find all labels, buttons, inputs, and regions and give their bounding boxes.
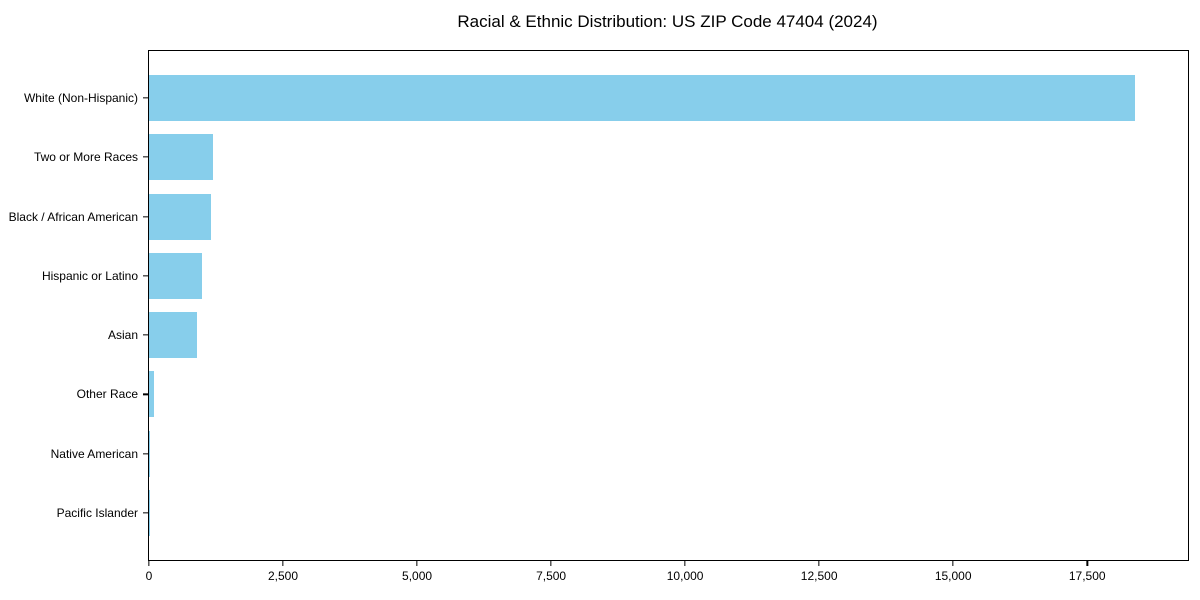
- x-axis-tick: [684, 561, 686, 566]
- bar: [149, 430, 151, 477]
- y-axis-tick: [143, 453, 148, 455]
- bar: [149, 490, 150, 537]
- bar: [149, 134, 213, 181]
- category-label: Pacific Islander: [56, 506, 138, 521]
- category-label: Asian: [107, 328, 138, 343]
- x-tick-label: 0: [145, 569, 153, 583]
- x-axis-tick: [818, 561, 820, 566]
- y-axis-tick: [143, 512, 148, 514]
- category-label: Native American: [50, 446, 138, 461]
- y-axis-tick: [143, 275, 148, 277]
- plot-area: White (Non-Hispanic) Two or More Races Bla…: [9, 50, 1189, 583]
- bar: [149, 193, 211, 240]
- x-tick-label: 15,000: [934, 569, 972, 583]
- y-axis-tick: [143, 393, 148, 396]
- x-axis-tick: [148, 561, 150, 566]
- category-label: Hispanic or Latino: [41, 268, 138, 283]
- x-tick-label: 12,500: [800, 569, 838, 583]
- x-axis-tick: [416, 561, 418, 566]
- category-label: Other Race: [76, 387, 138, 402]
- x-axis-tick: [550, 561, 552, 566]
- bar: [149, 371, 154, 418]
- x-axis-tick: [282, 561, 284, 566]
- x-tick-label: 7,500: [536, 569, 567, 583]
- bar: [149, 74, 1136, 121]
- y-axis-tick: [143, 215, 148, 218]
- x-tick-label: 2,500: [268, 569, 299, 583]
- x-tick-label: 10,000: [666, 569, 704, 583]
- bar: [149, 312, 197, 359]
- category-label: White (Non-Hispanic): [23, 90, 138, 105]
- x-tick-label: 17,500: [1068, 569, 1106, 583]
- category-label: Two or More Races: [33, 150, 138, 165]
- y-axis-tick: [143, 156, 148, 158]
- x-axis-tick: [952, 561, 954, 566]
- chart-title: Racial & Ethnic Distribution: US ZIP Cod…: [457, 12, 878, 31]
- category-label: Black / African American: [8, 209, 138, 224]
- bar: [149, 252, 202, 299]
- y-axis-tick: [143, 97, 148, 99]
- y-axis-tick: [143, 334, 148, 336]
- x-axis-tick: [1086, 561, 1088, 566]
- x-tick-label: 5,000: [402, 569, 433, 583]
